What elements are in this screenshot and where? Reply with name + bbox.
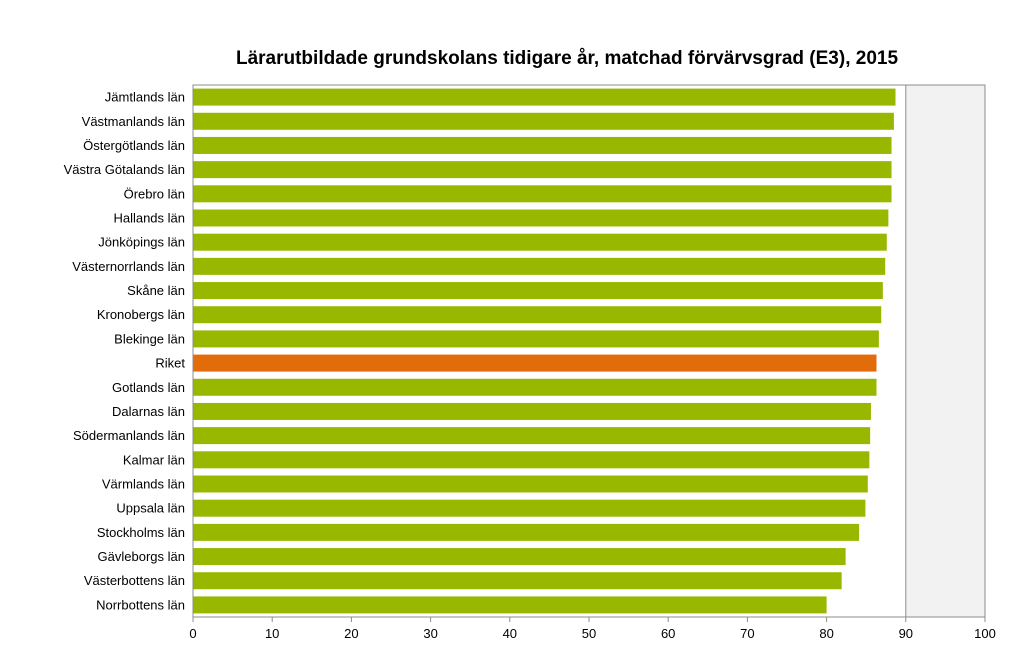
bar — [193, 136, 892, 154]
category-label: Kalmar län — [123, 452, 185, 467]
x-tick-label: 20 — [344, 626, 358, 641]
bar — [193, 306, 882, 324]
bar — [193, 209, 889, 227]
category-label: Örebro län — [124, 186, 185, 201]
bar — [193, 233, 887, 251]
category-label: Kronobergs län — [97, 307, 185, 322]
bar — [193, 572, 842, 590]
category-label: Jönköpings län — [98, 235, 185, 250]
x-tick-label: 50 — [582, 626, 596, 641]
category-label: Riket — [155, 356, 185, 371]
bar — [193, 88, 896, 106]
shaded-region — [905, 85, 985, 617]
category-label: Östergötlands län — [83, 138, 185, 153]
category-label: Västernorrlands län — [72, 259, 185, 274]
bar — [193, 499, 866, 517]
category-label: Blekinge län — [114, 331, 185, 346]
category-label: Hallands län — [113, 211, 185, 226]
category-label: Dalarnas län — [112, 404, 185, 419]
category-label: Stockholms län — [97, 525, 185, 540]
plot-area: Jämtlands län Västmanlands län Östergötlan… — [64, 84, 996, 641]
x-tick-label: 60 — [661, 626, 675, 641]
x-tick-label: 80 — [819, 626, 833, 641]
bar — [193, 330, 879, 348]
bar — [193, 378, 877, 396]
category-label: Gotlands län — [112, 380, 185, 395]
bar — [193, 185, 892, 203]
chart-title: Lärarutbildade grundskolans tidigare år,… — [236, 48, 898, 69]
x-tick-label: 10 — [265, 626, 279, 641]
category-label: Västra Götalands län — [64, 162, 185, 177]
category-label: Västerbottens län — [84, 573, 185, 588]
category-label: Uppsala län — [116, 501, 185, 516]
bar — [193, 523, 860, 541]
bar — [193, 161, 892, 179]
category-label: Skåne län — [127, 283, 185, 298]
bar — [193, 475, 868, 493]
category-label: Södermanlands län — [73, 428, 185, 443]
bar-highlight — [193, 354, 877, 372]
bar — [193, 451, 870, 469]
x-tick-label: 90 — [899, 626, 913, 641]
category-label: Värmlands län — [102, 477, 185, 492]
bar — [193, 112, 894, 130]
bar — [193, 596, 827, 614]
bar — [193, 548, 846, 566]
category-label: Jämtlands län — [105, 90, 185, 105]
bar — [193, 282, 883, 300]
x-tick-label: 70 — [740, 626, 754, 641]
x-tick-label: 30 — [423, 626, 437, 641]
bar — [193, 257, 886, 275]
category-label: Västmanlands län — [82, 114, 185, 129]
x-tick-label: 100 — [974, 626, 996, 641]
bar — [193, 427, 871, 445]
x-tick-label: 40 — [503, 626, 517, 641]
bar — [193, 402, 871, 420]
category-label: Gävleborgs län — [98, 549, 185, 564]
x-tick-label: 0 — [189, 626, 196, 641]
category-label: Norrbottens län — [96, 597, 185, 612]
